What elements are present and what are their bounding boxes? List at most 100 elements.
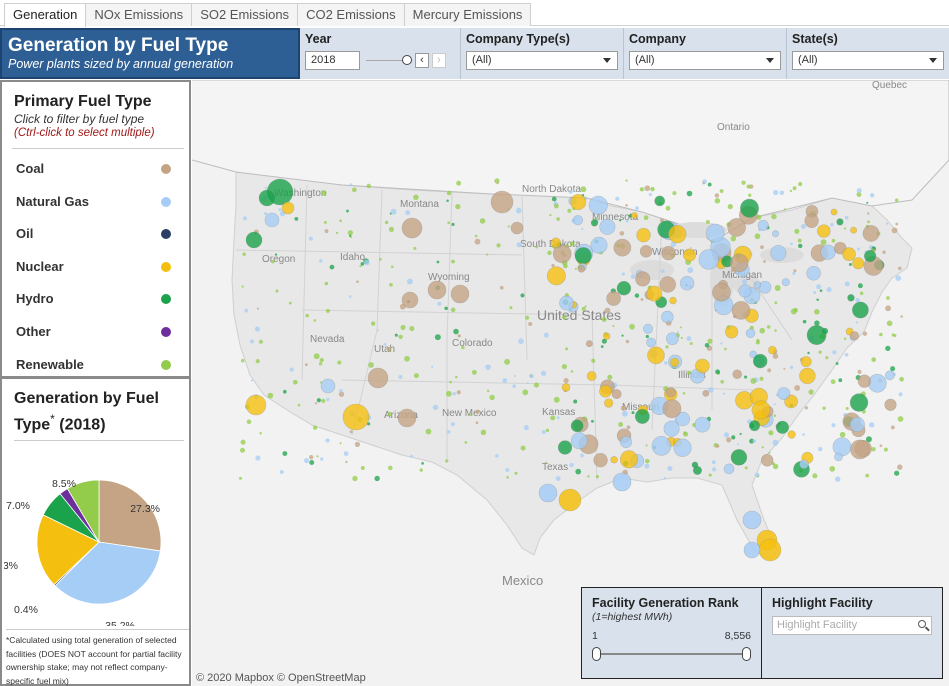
plant-bubble[interactable] (725, 325, 739, 339)
plant-dot[interactable] (829, 465, 836, 472)
plant-bubble[interactable] (651, 436, 672, 456)
plant-dot[interactable] (680, 336, 683, 340)
plant-dot[interactable] (319, 381, 323, 384)
plant-dot[interactable] (708, 473, 712, 477)
plant-dot[interactable] (774, 285, 781, 291)
plant-dot[interactable] (789, 365, 794, 369)
plant-dot[interactable] (793, 269, 797, 273)
plant-bubble[interactable] (342, 403, 370, 431)
plant-dot[interactable] (635, 206, 639, 210)
plant-dot[interactable] (746, 184, 751, 189)
plant-dot[interactable] (502, 378, 508, 384)
plant-bubble[interactable] (863, 249, 877, 263)
plant-dot[interactable] (413, 373, 419, 379)
plant-dot[interactable] (562, 314, 567, 320)
plant-dot[interactable] (774, 301, 778, 305)
pie-slice-nuclear[interactable] (36, 514, 100, 586)
plant-dot[interactable] (239, 447, 246, 453)
plant-bubble[interactable] (570, 419, 584, 433)
plant-dot[interactable] (856, 192, 862, 197)
plant-dot[interactable] (314, 402, 318, 405)
tab-so2-emissions[interactable]: SO2 Emissions (191, 3, 299, 26)
plant-bubble[interactable] (770, 245, 787, 262)
plant-dot[interactable] (895, 275, 902, 281)
plant-dot[interactable] (325, 308, 330, 313)
plant-dot[interactable] (773, 189, 779, 196)
plant-bubble[interactable] (546, 266, 566, 286)
plant-bubble[interactable] (695, 358, 710, 374)
plant-dot[interactable] (259, 431, 262, 435)
map[interactable]: Quebec Ontario Washington Montana North Dako… (192, 80, 949, 686)
plant-bubble[interactable] (590, 219, 599, 227)
plant-bubble[interactable] (570, 432, 588, 450)
plant-bubble[interactable] (610, 456, 618, 464)
plant-dot[interactable] (767, 368, 772, 373)
plant-dot[interactable] (890, 366, 896, 372)
plant-bubble[interactable] (749, 350, 758, 359)
plant-dot[interactable] (305, 313, 309, 318)
plant-dot[interactable] (704, 342, 710, 348)
plant-bubble[interactable] (668, 225, 687, 244)
highlight-search-input[interactable]: Highlight Facility (772, 616, 932, 635)
plant-dot[interactable] (520, 445, 526, 451)
plant-bubble[interactable] (558, 488, 582, 512)
plant-dot[interactable] (622, 410, 628, 417)
plant-dot[interactable] (756, 475, 760, 478)
plant-bubble[interactable] (612, 472, 632, 492)
plant-dot[interactable] (565, 347, 569, 351)
plant-dot[interactable] (797, 238, 802, 243)
plant-bubble[interactable] (806, 325, 827, 345)
plant-dot[interactable] (830, 379, 836, 385)
plant-dot[interactable] (389, 283, 393, 287)
plant-dot[interactable] (461, 345, 465, 350)
plant-bubble[interactable] (702, 389, 710, 397)
plant-dot[interactable] (580, 453, 584, 458)
plant-dot[interactable] (549, 214, 552, 217)
plant-dot[interactable] (601, 317, 607, 322)
plant-bubble[interactable] (636, 227, 651, 243)
plant-dot[interactable] (256, 307, 260, 310)
plant-dot[interactable] (513, 375, 516, 378)
plant-dot[interactable] (619, 219, 622, 222)
plant-dot[interactable] (419, 468, 423, 472)
plant-dot[interactable] (447, 221, 451, 225)
plant-bubble[interactable] (732, 369, 742, 380)
plant-dot[interactable] (865, 436, 872, 443)
plant-dot[interactable] (883, 447, 888, 452)
plant-dot[interactable] (309, 454, 314, 460)
plant-bubble[interactable] (585, 340, 593, 348)
plant-bubble[interactable] (659, 276, 676, 293)
plant-bubble[interactable] (669, 296, 677, 305)
plant-dot[interactable] (900, 315, 903, 318)
plant-dot[interactable] (354, 441, 361, 448)
plant-bubble[interactable] (570, 194, 587, 211)
plant-dot[interactable] (870, 193, 875, 198)
plant-dot[interactable] (856, 187, 862, 194)
plant-bubble[interactable] (749, 420, 761, 432)
plant-bubble[interactable] (849, 416, 865, 433)
plant-dot[interactable] (360, 466, 365, 471)
plant-bubble[interactable] (662, 399, 682, 419)
plant-bubble[interactable] (723, 463, 735, 475)
plant-dot[interactable] (326, 397, 330, 402)
plant-dot[interactable] (388, 465, 393, 471)
plant-dot[interactable] (246, 419, 252, 425)
plant-dot[interactable] (895, 222, 899, 226)
plant-dot[interactable] (607, 374, 613, 380)
plant-dot[interactable] (768, 451, 771, 454)
plant-dot[interactable] (387, 411, 392, 417)
plant-bubble[interactable] (862, 225, 880, 242)
plant-dot[interactable] (731, 435, 736, 440)
plant-dot[interactable] (898, 266, 902, 271)
year-input[interactable]: 2018 (305, 51, 360, 70)
plant-dot[interactable] (720, 379, 725, 384)
company-dropdown[interactable]: (All) (629, 51, 781, 70)
plant-dot[interactable] (346, 209, 349, 213)
plant-dot[interactable] (523, 425, 529, 431)
plant-bubble[interactable] (730, 449, 748, 466)
plant-dot[interactable] (489, 394, 495, 401)
plant-dot[interactable] (581, 306, 586, 311)
plant-dot[interactable] (714, 198, 721, 204)
plant-dot[interactable] (890, 425, 895, 430)
states-dropdown[interactable]: (All) (792, 51, 944, 70)
